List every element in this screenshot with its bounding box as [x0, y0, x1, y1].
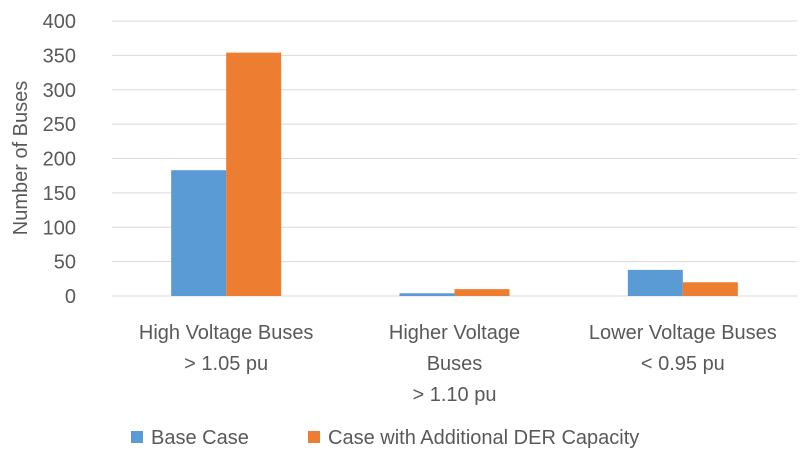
x-category-label-line: < 0.95 pu [641, 353, 725, 375]
legend-label: Base Case [151, 427, 249, 449]
y-tick-label: 0 [65, 286, 76, 308]
y-tick-label: 300 [43, 80, 76, 102]
legend-label: Case with Additional DER Capacity [328, 427, 639, 449]
x-category-label-line: Buses [427, 353, 483, 375]
bar-base-case [627, 269, 683, 296]
x-category-label: High Voltage Buses > 1.05 pu [139, 322, 314, 375]
x-category-label-line: > 1.10 pu [413, 384, 497, 406]
x-category-label-line: Lower Voltage Buses [589, 322, 777, 344]
x-category-label: Higher Voltage Buses > 1.10 pu [389, 322, 520, 406]
x-category-label-line: High Voltage Buses [139, 322, 314, 344]
x-axis-categories: High Voltage Buses > 1.05 pu Higher Voltag… [139, 322, 777, 406]
bar-der-case [226, 52, 282, 296]
y-tick-label: 400 [43, 11, 76, 33]
y-tick-label: 250 [43, 114, 76, 136]
legend: Base Case Case with Additional DER Capaci… [131, 427, 639, 449]
y-tick-label: 150 [43, 183, 76, 205]
x-category-label-line: Higher Voltage [389, 322, 520, 344]
x-category-label-line: > 1.05 pu [184, 353, 268, 375]
legend-swatch [308, 431, 320, 443]
bar-base-case [399, 293, 455, 296]
y-axis-ticks: 0 50 100 150 200 250 300 350 400 [43, 11, 76, 308]
x-category-label: Lower Voltage Buses < 0.95 pu [589, 322, 777, 375]
bar-base-case [171, 170, 227, 296]
y-tick-label: 350 [43, 45, 76, 67]
legend-swatch [131, 431, 143, 443]
y-tick-label: 100 [43, 217, 76, 239]
bars [171, 52, 738, 296]
y-tick-label: 200 [43, 149, 76, 171]
y-axis-title: Number of Buses [10, 81, 32, 236]
y-tick-label: 50 [54, 252, 76, 274]
bar-der-case [454, 289, 510, 296]
bar-der-case [682, 282, 738, 296]
